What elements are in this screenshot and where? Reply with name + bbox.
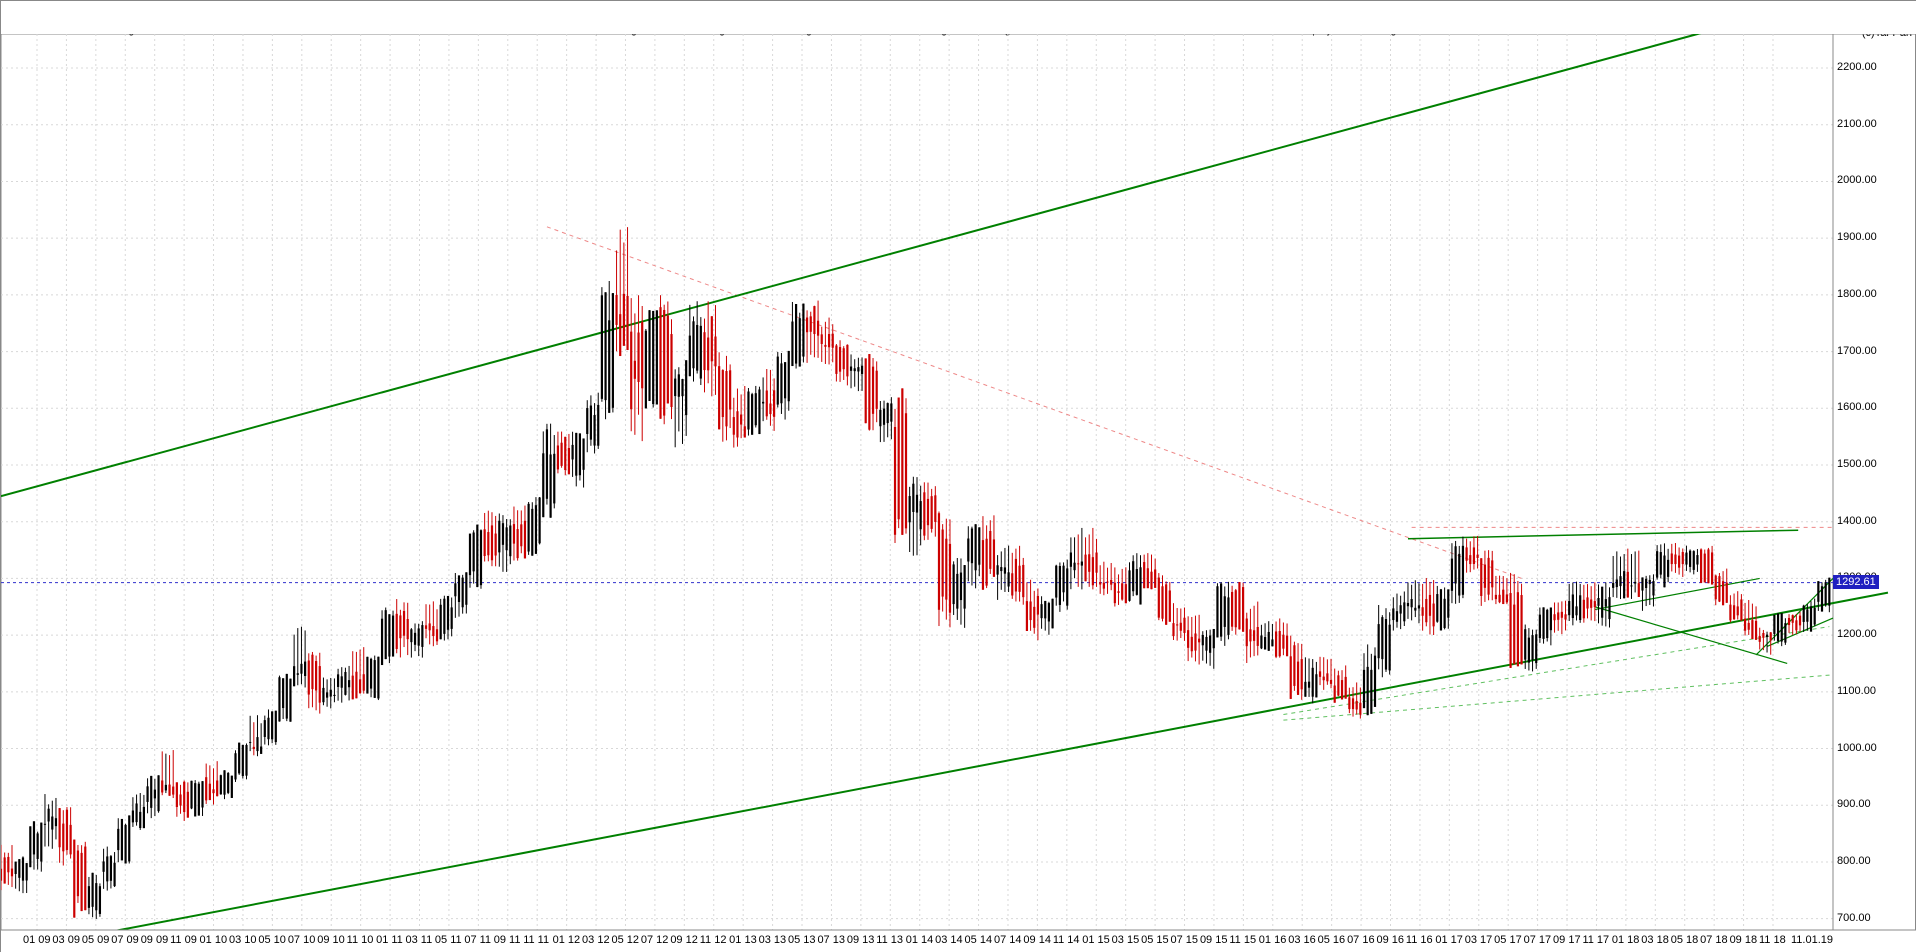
y-tick-label: 2200.00 [1837,61,1877,73]
x-tick-label: 07 18 [1700,934,1728,946]
x-tick-label: 05 12 [611,934,639,946]
x-tick-label: 05 11 [435,934,462,946]
x-tick-label: 05 17 [1494,934,1522,946]
x-tick-label: 03 12 [582,934,610,946]
x-tick-label: 09 16 [1376,934,1404,946]
x-tick-label: 11 16 [1406,934,1433,946]
x-tick-label: 03 17 [1465,934,1493,946]
x-tick-label: 09 09 [141,934,169,946]
x-tick-label: 07 13 [817,934,845,946]
x-tick-label: 05 10 [258,934,286,946]
x-tick-label: 03 13 [759,934,787,946]
x-tick-label: 03 10 [229,934,257,946]
x-tick-label: 09 10 [317,934,345,946]
x-tick-label: 03 11 [406,934,433,946]
x-tick-label: 09 17 [1553,934,1581,946]
x-tick-label: 01 12 [553,934,581,946]
x-tick-label: 11 15 [1229,934,1256,946]
y-tick-label: 1400.00 [1837,515,1877,527]
x-tick-label: 11 09 [170,934,197,946]
y-tick-label: 2000.00 [1837,174,1877,186]
x-tick-label: 07 14 [994,934,1022,946]
x-tick-label: 05 09 [82,934,110,946]
x-tick-label: 07 15 [1171,934,1199,946]
x-tick-label: 01 11 [376,934,403,946]
x-tick-label: 05 13 [788,934,816,946]
y-tick-label: 1200.00 [1837,628,1877,640]
price-chart[interactable] [1,1,1916,952]
y-tick-label: 800.00 [1837,855,1871,867]
y-tick-label: 1700.00 [1837,345,1877,357]
x-tick-label: 03 18 [1641,934,1669,946]
x-tick-label: 09 14 [1023,934,1051,946]
x-tick-label: 09 13 [847,934,875,946]
x-tick-label: 07 12 [641,934,669,946]
x-tick-label: 11 18 [1759,934,1786,946]
x-tick-label: 01 18 [1612,934,1640,946]
y-tick-label: 1900.00 [1837,231,1877,243]
x-tick-label: 05 16 [1318,934,1346,946]
x-tick-label: 03 14 [935,934,963,946]
x-tick-label: 01 10 [200,934,228,946]
chart-window: Max Do 04.09.2008 XAUUSD Gold USD/Ounce … [0,0,1916,952]
x-tick-label: 03 15 [1112,934,1140,946]
y-tick-label: 900.00 [1837,798,1871,810]
x-tick-label: 05 18 [1671,934,1699,946]
x-tick-label: 07 17 [1524,934,1552,946]
x-tick-label: 01 09 [23,934,51,946]
x-end-label: 11.01.19 [1791,934,1833,946]
x-tick-label: 07 10 [288,934,316,946]
x-tick-label: 11 12 [700,934,727,946]
x-tick-label: 01 13 [729,934,757,946]
y-tick-label: 1500.00 [1837,458,1877,470]
y-tick-label: 1000.00 [1837,742,1877,754]
y-tick-label: 700.00 [1837,912,1871,924]
x-axis: 01 0903 0905 0907 0909 0911 0901 1003 10… [1,934,1915,948]
x-tick-label: 07 11 [464,934,491,946]
x-tick-label: 03 09 [52,934,80,946]
x-tick-label: 11 14 [1053,934,1080,946]
x-tick-label: 01 16 [1259,934,1287,946]
y-tick-label: 1600.00 [1837,401,1877,413]
y-tick-label: 1100.00 [1837,685,1876,697]
x-tick-label: 07 09 [111,934,139,946]
x-tick-label: 01 15 [1082,934,1110,946]
x-tick-label: 09 11 [494,934,521,946]
x-tick-label: 09 18 [1730,934,1758,946]
current-price-tag: 1292.61 [1833,575,1879,589]
x-tick-label: 01 17 [1435,934,1463,946]
x-tick-label: 09 12 [670,934,698,946]
x-tick-label: 05 15 [1141,934,1169,946]
y-tick-label: 2100.00 [1837,118,1877,130]
y-tick-label: 1800.00 [1837,288,1877,300]
x-tick-label: 07 16 [1347,934,1375,946]
x-tick-label: 11 10 [347,934,374,946]
x-tick-label: 11 17 [1582,934,1609,946]
x-tick-label: 11 13 [876,934,903,946]
x-tick-label: 05 14 [965,934,993,946]
x-tick-label: 03 16 [1288,934,1316,946]
x-tick-label: 01 14 [906,934,934,946]
x-tick-label: 09 15 [1200,934,1228,946]
x-tick-label: 11 11 [523,934,549,946]
